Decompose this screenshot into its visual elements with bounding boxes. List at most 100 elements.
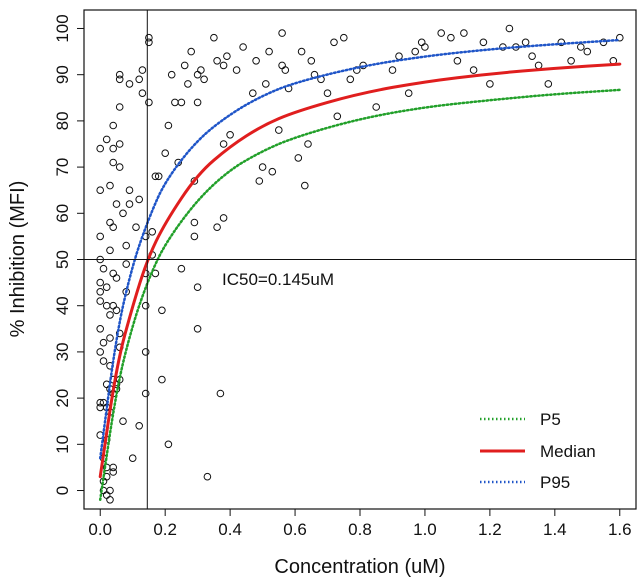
data-point [437,29,446,37]
data-point [249,89,257,97]
data-point [96,297,104,305]
data-point [112,274,121,282]
data-point [138,89,147,97]
data-point [177,98,186,107]
data-point [479,38,488,47]
data-point [187,47,195,56]
data-point [96,398,104,407]
data-point [115,140,124,148]
data-point [447,33,455,42]
data-point [210,33,218,42]
data-point [154,172,163,181]
data-point [184,80,192,88]
y-tick-label: 80 [53,111,72,130]
data-point [99,264,108,273]
data-point [102,135,111,144]
data-point [616,33,624,42]
data-point [180,61,189,70]
data-point [213,223,221,231]
data-point [148,228,156,236]
data-point [252,57,260,65]
data-point [557,38,566,47]
x-tick-label: 0.8 [348,520,372,539]
data-point [158,306,166,315]
data-point [388,66,397,74]
data-point [275,126,283,134]
y-tick-label: 30 [53,342,72,361]
data-point [125,80,134,88]
data-point [96,144,104,153]
data-point [112,200,121,208]
x-tick-label: 0.0 [88,520,112,539]
y-axis-ticks: 0 10 20 30 40 50 60 70 80 90 100 [53,14,84,495]
legend-label-p5: P5 [540,410,561,429]
data-point [528,52,536,61]
data-point [177,264,186,273]
y-tick-label: 40 [53,296,72,315]
y-tick-label: 100 [53,14,72,42]
data-point [141,389,150,398]
data-point [96,186,104,194]
curve-p95 [98,38,622,460]
data-point [190,177,199,185]
data-point [219,61,228,70]
data-point [333,112,342,121]
data-point [145,38,153,47]
data-point [486,80,494,88]
data-point [193,325,202,333]
data-point [106,486,114,495]
y-tick-label: 90 [53,65,72,84]
data-point [372,103,381,111]
data-point [226,131,234,139]
data-point [145,33,153,42]
data-point [115,103,124,111]
data-point [158,375,166,384]
data-point [106,496,114,504]
legend-label-p95: P95 [540,473,570,492]
data-point [262,80,270,88]
data-point [190,218,199,227]
percentile-curves [98,38,622,502]
data-point [223,52,231,61]
data-point [567,57,575,65]
data-point [141,348,150,356]
data-point [219,214,228,222]
legend-label-median: Median [540,442,596,461]
data-point [265,47,273,56]
data-point [193,283,202,292]
data-point [96,348,104,356]
x-tick-label: 1.6 [608,520,632,539]
data-point [106,246,114,255]
x-tick-label: 1.4 [543,520,567,539]
data-point [109,223,117,231]
data-point [122,241,130,250]
data-point [301,181,309,190]
x-axis-title: Concentration (uM) [274,556,445,578]
data-point [145,98,153,107]
data-point [190,232,199,241]
data-point [421,43,429,51]
data-point [106,334,114,342]
data-point [404,89,413,97]
x-axis-ticks: 0.0 0.2 0.4 0.6 0.8 1.0 1.2 1.4 1.6 [88,509,632,539]
data-point [544,80,553,88]
data-point [99,338,108,347]
data-point [115,75,124,84]
data-point [330,38,338,47]
data-point [115,163,124,171]
curve-median [98,62,622,479]
data-point [340,33,348,42]
data-point [268,167,277,176]
curve-p5 [98,88,622,502]
data-point [115,329,124,338]
data-point [239,43,247,51]
data-point [164,121,173,130]
data-point [278,29,286,37]
data-point [99,357,108,365]
data-point [583,47,592,56]
y-tick-label: 70 [53,158,72,177]
data-point [151,172,160,181]
data-point [141,301,150,310]
